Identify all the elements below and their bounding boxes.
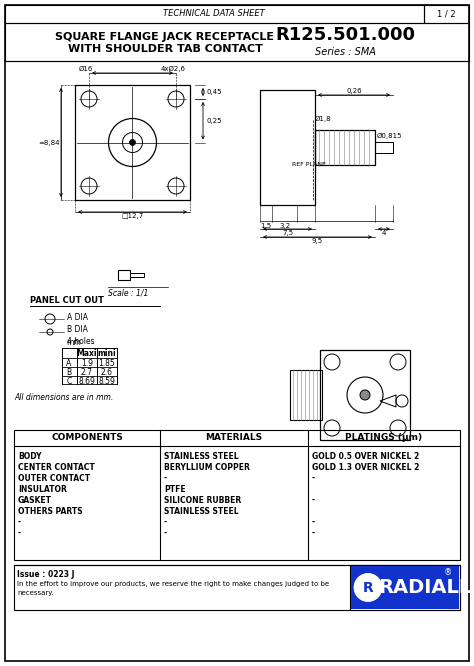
Text: COMPONENTS: COMPONENTS [51,434,123,442]
Text: BODY: BODY [18,452,42,461]
Text: -: - [312,529,315,538]
Bar [424,5,469,23]
Text: A: A [66,359,72,368]
Text: RADIALL: RADIALL [378,578,472,597]
Text: =8,84: =8,84 [38,139,60,145]
Text: Scale : 1/1: Scale : 1/1 [108,288,148,297]
Text: PANEL CUT OUT: PANEL CUT OUT [30,296,104,305]
Text: PTFE: PTFE [164,485,186,494]
Text: 1.85: 1.85 [99,359,115,368]
Text: Ø1,8: Ø1,8 [315,116,331,122]
Text: 0,25: 0,25 [207,118,222,124]
Text: -: - [164,518,167,527]
Text: 2.6: 2.6 [101,368,113,377]
Text: ®: ® [444,568,452,577]
Text: 1 / 2: 1 / 2 [437,9,456,19]
Text: R125.501.000: R125.501.000 [275,26,415,44]
Text: -: - [312,474,315,483]
Bar [320,350,410,440]
Bar [130,273,144,277]
Text: B DIA: B DIA [67,326,88,334]
Text: 1,5: 1,5 [260,223,272,229]
Bar [5,23,469,61]
Text: WITH SHOULDER TAB CONTACT: WITH SHOULDER TAB CONTACT [68,44,263,54]
Text: MATERIALS: MATERIALS [205,434,263,442]
Text: -: - [312,496,315,505]
Text: INSULATOR: INSULATOR [18,485,67,494]
Text: OUTER CONTACT: OUTER CONTACT [18,474,90,483]
Bar [375,142,393,153]
Text: B: B [66,368,72,377]
Text: □12,7: □12,7 [121,213,144,219]
Text: STAINLESS STEEL: STAINLESS STEEL [164,452,238,461]
Bar [118,270,130,280]
Text: Maxi: Maxi [77,349,97,358]
Bar [350,565,460,610]
Bar [260,90,315,205]
Text: GOLD 1.3 OVER NICKEL 2: GOLD 1.3 OVER NICKEL 2 [312,463,419,472]
Text: 0,26: 0,26 [346,88,362,94]
Text: -: - [18,518,21,527]
Text: OTHERS PARTS: OTHERS PARTS [18,507,82,516]
Text: In the effort to improve our products, we reserve the right to make changes judg: In the effort to improve our products, w… [17,581,329,587]
Text: C: C [66,377,72,386]
Text: mm: mm [67,338,82,347]
Text: CENTER CONTACT: CENTER CONTACT [18,463,95,472]
Text: 0,45: 0,45 [207,89,222,95]
Text: 2.7: 2.7 [81,368,93,377]
Text: 4: 4 [382,230,386,236]
Bar [75,85,190,200]
Text: A DIA: A DIA [67,312,88,322]
Text: 9,5: 9,5 [312,238,323,244]
Text: 8.69: 8.69 [79,377,95,386]
Text: REF PLANE: REF PLANE [292,163,326,168]
Text: -: - [164,474,167,483]
Text: 4xØ2,6: 4xØ2,6 [161,66,186,72]
Text: mini: mini [98,349,116,358]
Text: Issue : 0223 J: Issue : 0223 J [17,570,74,579]
Text: BERYLLIUM COPPER: BERYLLIUM COPPER [164,463,250,472]
Text: 1.9: 1.9 [81,359,93,368]
Text: -: - [312,518,315,527]
Text: 7,5: 7,5 [282,230,293,236]
Text: Ø0,815: Ø0,815 [377,133,402,139]
Text: 3,2: 3,2 [280,223,291,229]
Text: STAINLESS STEEL: STAINLESS STEEL [164,507,238,516]
Text: GOLD 0.5 OVER NICKEL 2: GOLD 0.5 OVER NICKEL 2 [312,452,419,461]
Bar [315,130,375,165]
Text: All dimensions are in mm.: All dimensions are in mm. [14,393,113,402]
Circle shape [354,573,382,601]
Text: -: - [164,529,167,538]
Circle shape [129,139,136,145]
Text: necessary.: necessary. [17,590,54,596]
Bar [290,370,322,420]
Text: 4 holes: 4 holes [67,338,95,346]
Circle shape [360,390,370,400]
Text: SQUARE FLANGE JACK RECEPTACLE: SQUARE FLANGE JACK RECEPTACLE [55,32,274,42]
Bar [14,430,460,560]
Bar [14,565,460,610]
Bar [351,566,459,609]
Text: PLATINGS (µm): PLATINGS (µm) [346,434,422,442]
Text: 8.59: 8.59 [99,377,116,386]
Text: SILICONE RUBBER: SILICONE RUBBER [164,496,241,505]
Bar [5,5,424,23]
Text: Series : SMA: Series : SMA [315,47,375,57]
Text: -: - [18,529,21,538]
Text: R: R [363,581,374,595]
Text: Ø16: Ø16 [79,66,93,72]
Text: TECHNICAL DATA SHEET: TECHNICAL DATA SHEET [163,9,265,19]
Text: GASKET: GASKET [18,496,52,505]
